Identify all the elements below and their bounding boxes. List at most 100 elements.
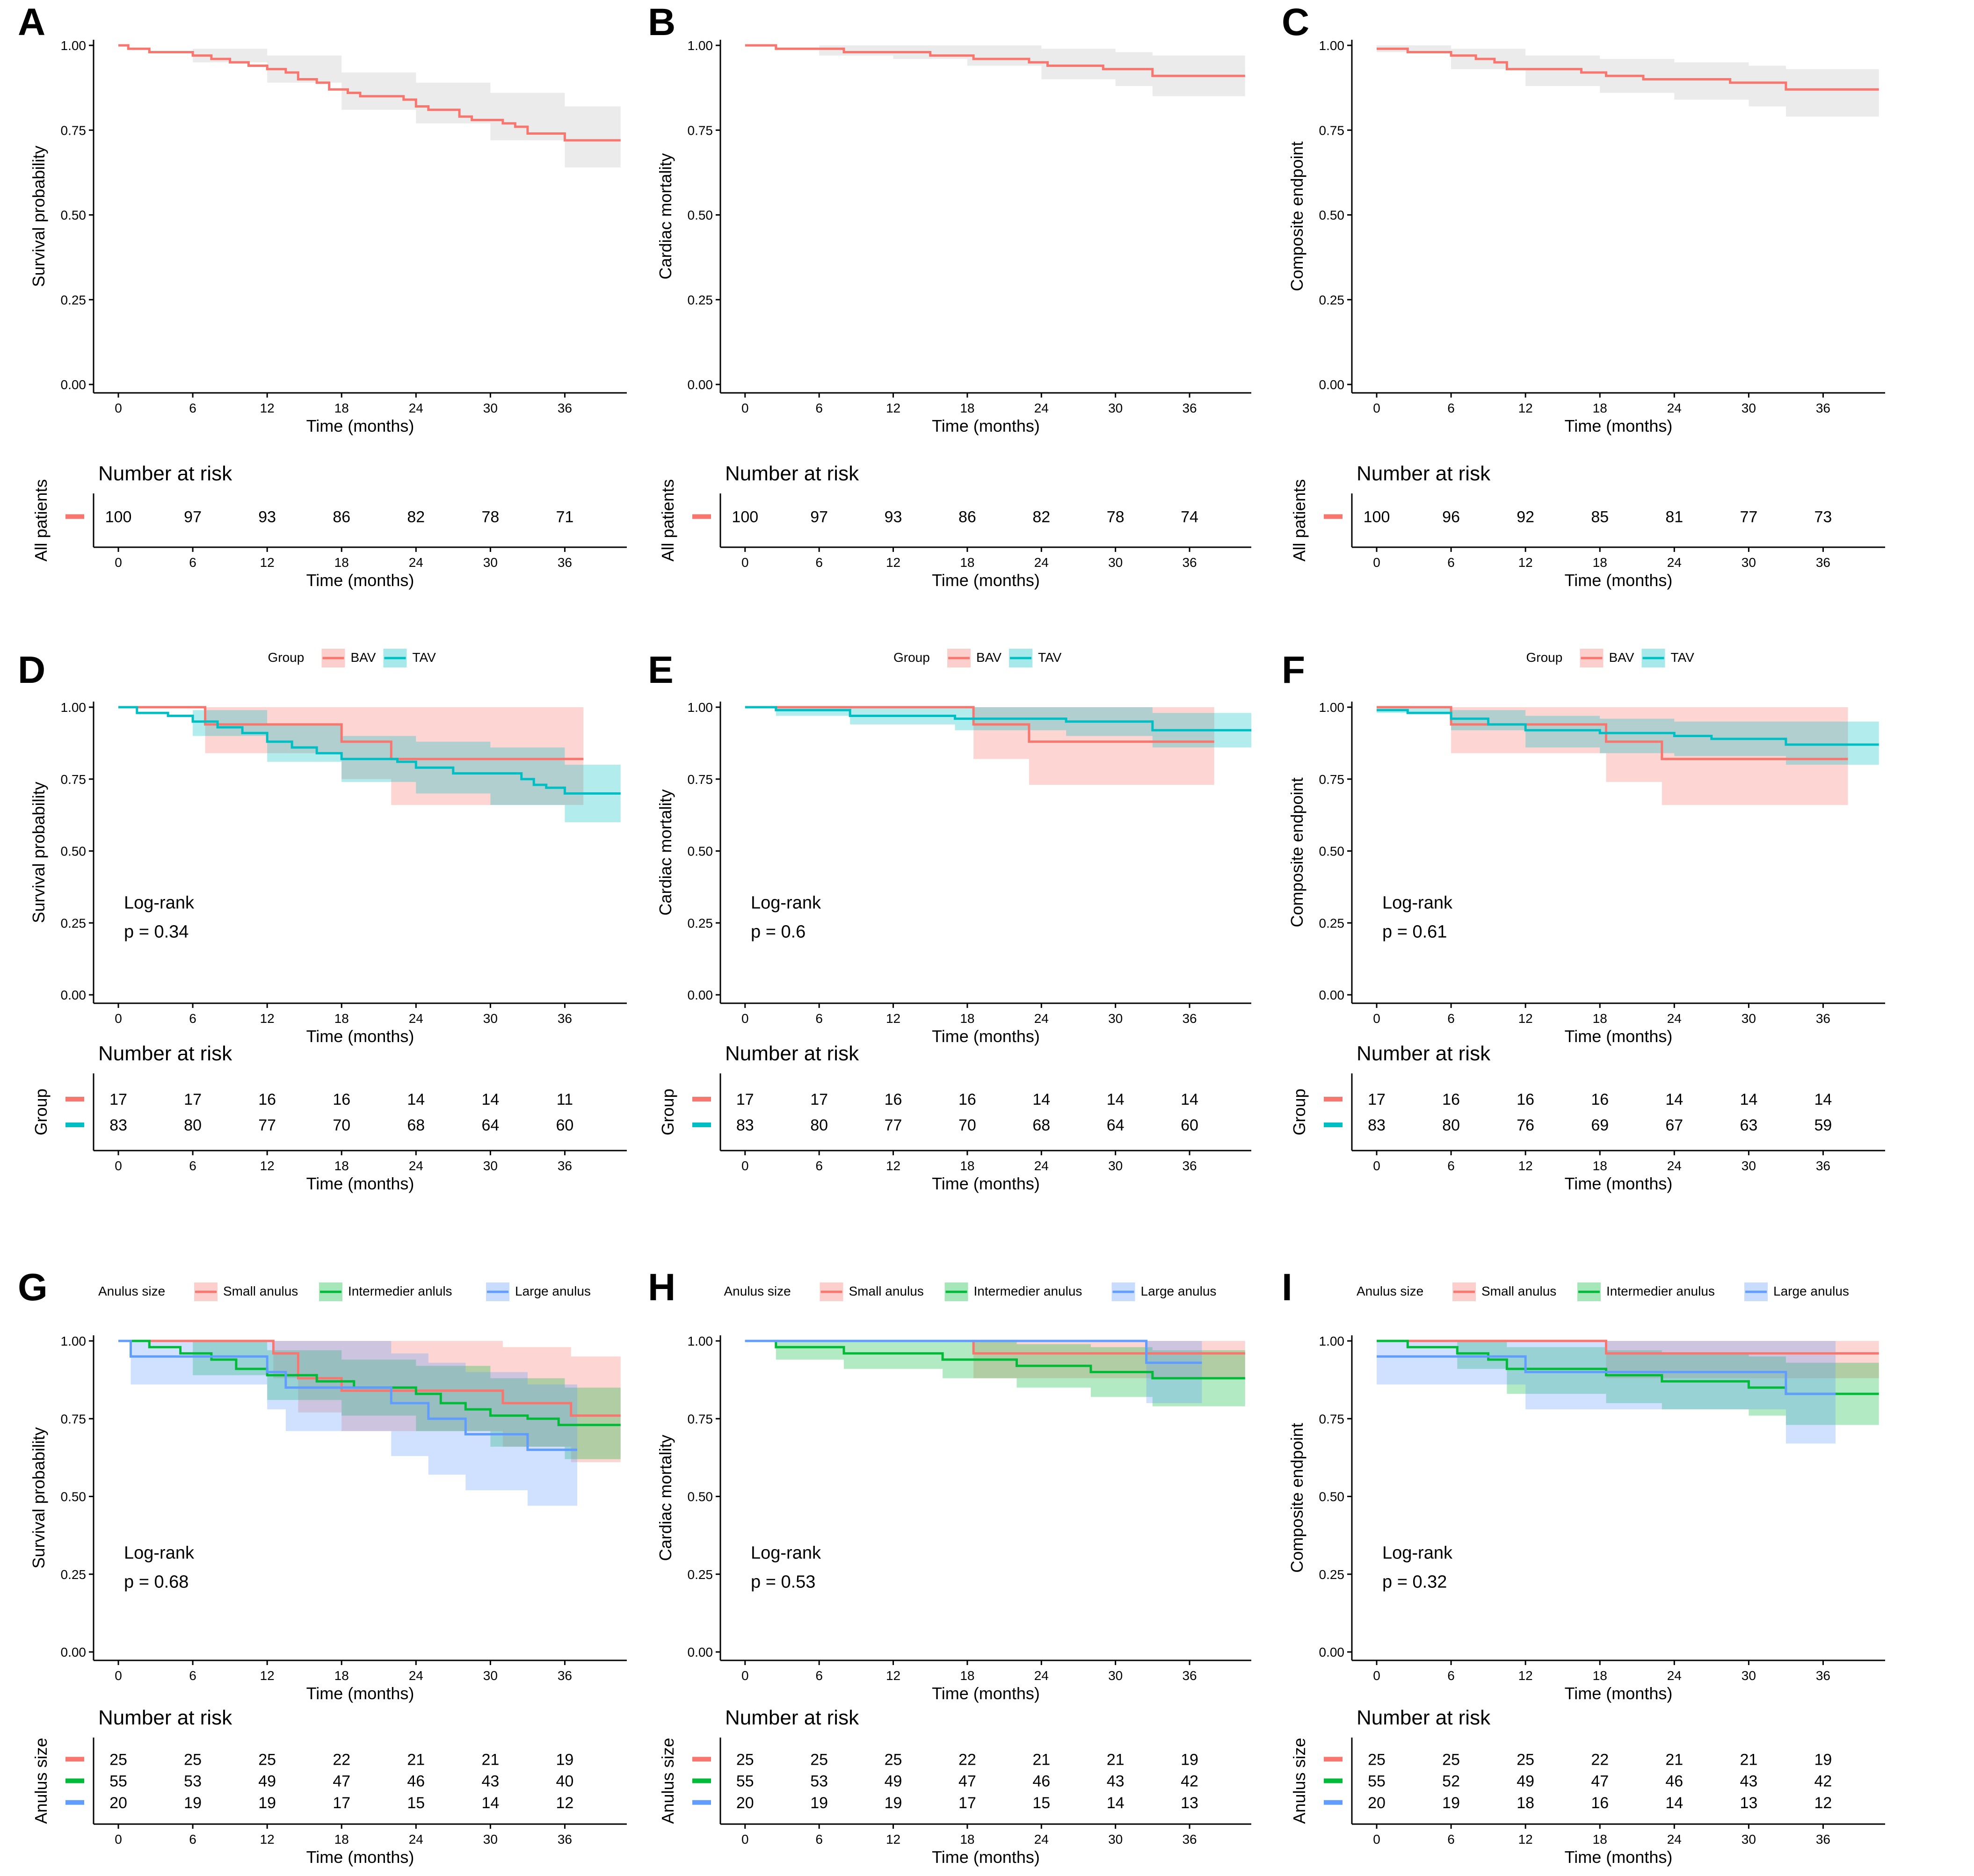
y-tick-label: 0.50 [1319,1490,1345,1504]
x-tick-label: 0 [1373,1011,1380,1026]
risk-count: 16 [1591,1794,1609,1812]
risk-count: 25 [810,1751,828,1768]
y-axis-title: Survival probability [29,145,48,287]
ci-band-bav [1377,707,1848,805]
risk-count: 97 [184,508,202,526]
km-line-all-patients [1377,47,1879,91]
x-axis-title: Time (months) [306,416,414,435]
x-tick-label: 18 [1593,1011,1607,1026]
risk-count: 25 [736,1751,754,1768]
y-tick-label: 0.25 [1319,916,1345,930]
risk-key [65,1097,84,1101]
x-tick-label: 6 [1447,401,1455,415]
ci-band-small-anulus [1377,1341,1879,1378]
risk-count: 19 [1181,1751,1198,1768]
y-tick-label: 0.75 [1319,772,1345,787]
ci-band-large-anulus [745,1341,1202,1403]
x-tick-label: 18 [1593,1668,1607,1683]
risk-x-tick-label: 6 [815,1832,823,1847]
legend-title: Anulus size [98,1284,165,1298]
x-tick-label: 30 [1742,1668,1756,1683]
risk-count: 17 [1368,1091,1386,1108]
risk-count: 20 [109,1794,127,1812]
risk-x-tick-label: 24 [409,1159,423,1173]
risk-x-tick-label: 36 [558,555,572,570]
x-tick-label: 0 [741,401,749,415]
risk-x-tick-label: 30 [1742,1832,1756,1847]
risk-count: 25 [1517,1751,1534,1768]
risk-key [692,1123,711,1127]
risk-count: 92 [1517,508,1534,526]
risk-key [65,1778,84,1783]
risk-count: 19 [1814,1751,1832,1768]
legend-label: TAV [1671,650,1695,665]
legend-label: Large anulus [515,1284,591,1298]
risk-x-tick-label: 36 [1816,1159,1830,1173]
risk-table: Number at risk 17 17 16 16 14 14 11 83 80 77 70 68 64… [31,1042,627,1193]
x-tick-label: 12 [1518,401,1533,415]
y-tick-label: 0.75 [61,123,87,138]
risk-count: 96 [1442,508,1460,526]
risk-key [1324,1757,1343,1762]
logrank-pvalue: p = 0.34 [124,922,189,942]
risk-x-tick-label: 24 [409,555,423,570]
risk-x-tick-label: 6 [815,555,823,570]
risk-count: 19 [810,1794,828,1812]
x-tick-label: 24 [1667,1668,1682,1683]
risk-count: 17 [736,1091,754,1108]
legend-label: BAV [351,650,376,665]
risk-y-axis-title: Group [31,1088,51,1135]
risk-count: 76 [1517,1116,1534,1134]
risk-count: 12 [1814,1794,1832,1812]
y-tick-label: 1.00 [61,38,87,53]
y-axis-title: Cardiac mortality [656,789,675,915]
risk-count: 86 [333,508,350,526]
logrank-label: Log-rank [124,1543,195,1563]
x-tick-label: 30 [1108,1011,1123,1026]
risk-count: 69 [1591,1116,1609,1134]
legend: Group BAV TAV [1526,649,1695,667]
y-tick-label: 0.75 [688,123,713,138]
risk-y-axis-title: All patients [658,479,677,561]
y-tick-label: 0.25 [61,1567,87,1582]
risk-count: 64 [481,1116,499,1134]
x-tick-label: 12 [260,401,275,415]
x-tick-label: 6 [1447,1668,1455,1683]
risk-count: 77 [1740,508,1757,526]
risk-x-tick-label: 0 [741,555,749,570]
risk-count: 22 [333,1751,350,1768]
risk-count: 21 [407,1751,425,1768]
risk-table: Number at risk 100 96 92 85 81 77 73 0 6 12 18 24 30 3… [1290,462,1885,590]
y-tick-label: 0.00 [1319,1645,1345,1659]
risk-x-tick-label: 30 [483,1159,498,1173]
x-tick-label: 18 [334,1668,349,1683]
risk-x-tick-label: 6 [189,555,196,570]
km-line-tav [118,706,621,795]
risk-x-tick-label: 6 [1447,555,1455,570]
logrank-pvalue: p = 0.68 [124,1572,189,1592]
x-axis-title: Time (months) [1565,416,1673,435]
risk-count: 67 [1665,1116,1683,1134]
x-axis-title: Time (months) [932,1684,1040,1703]
risk-y-axis-title: Anulus size [31,1738,51,1824]
x-tick-label: 6 [815,1011,823,1026]
panel-c: C 0.00 0.25 0.50 0.75 1.00 0 6 12 18 24 30 36 Time (m… [1282,1,1885,590]
risk-x-tick-label: 12 [260,1832,275,1847]
risk-table: Number at risk 100 97 93 86 82 78 71 0 6 12 18 24 30 3… [31,462,627,590]
risk-x-tick-label: 30 [1108,1159,1123,1173]
panel-i: I Anulus size Small anulus Intermedier anul… [1282,1266,1885,1867]
km-line-bav [118,706,584,761]
risk-x-axis-title: Time (months) [932,1847,1040,1867]
risk-x-tick-label: 18 [960,1832,974,1847]
y-tick-label: 1.00 [1319,38,1345,53]
risk-y-axis-title: Anulus size [1290,1738,1309,1824]
risk-count: 21 [481,1751,499,1768]
risk-count: 71 [556,508,574,526]
logrank-pvalue: p = 0.53 [751,1572,815,1592]
risk-title: Number at risk [725,1706,859,1729]
x-tick-label: 18 [960,1668,974,1683]
km-line-small-anulus [1377,1340,1879,1355]
risk-count: 15 [1032,1794,1050,1812]
legend-label: TAV [1038,650,1062,665]
risk-count: 85 [1591,508,1609,526]
